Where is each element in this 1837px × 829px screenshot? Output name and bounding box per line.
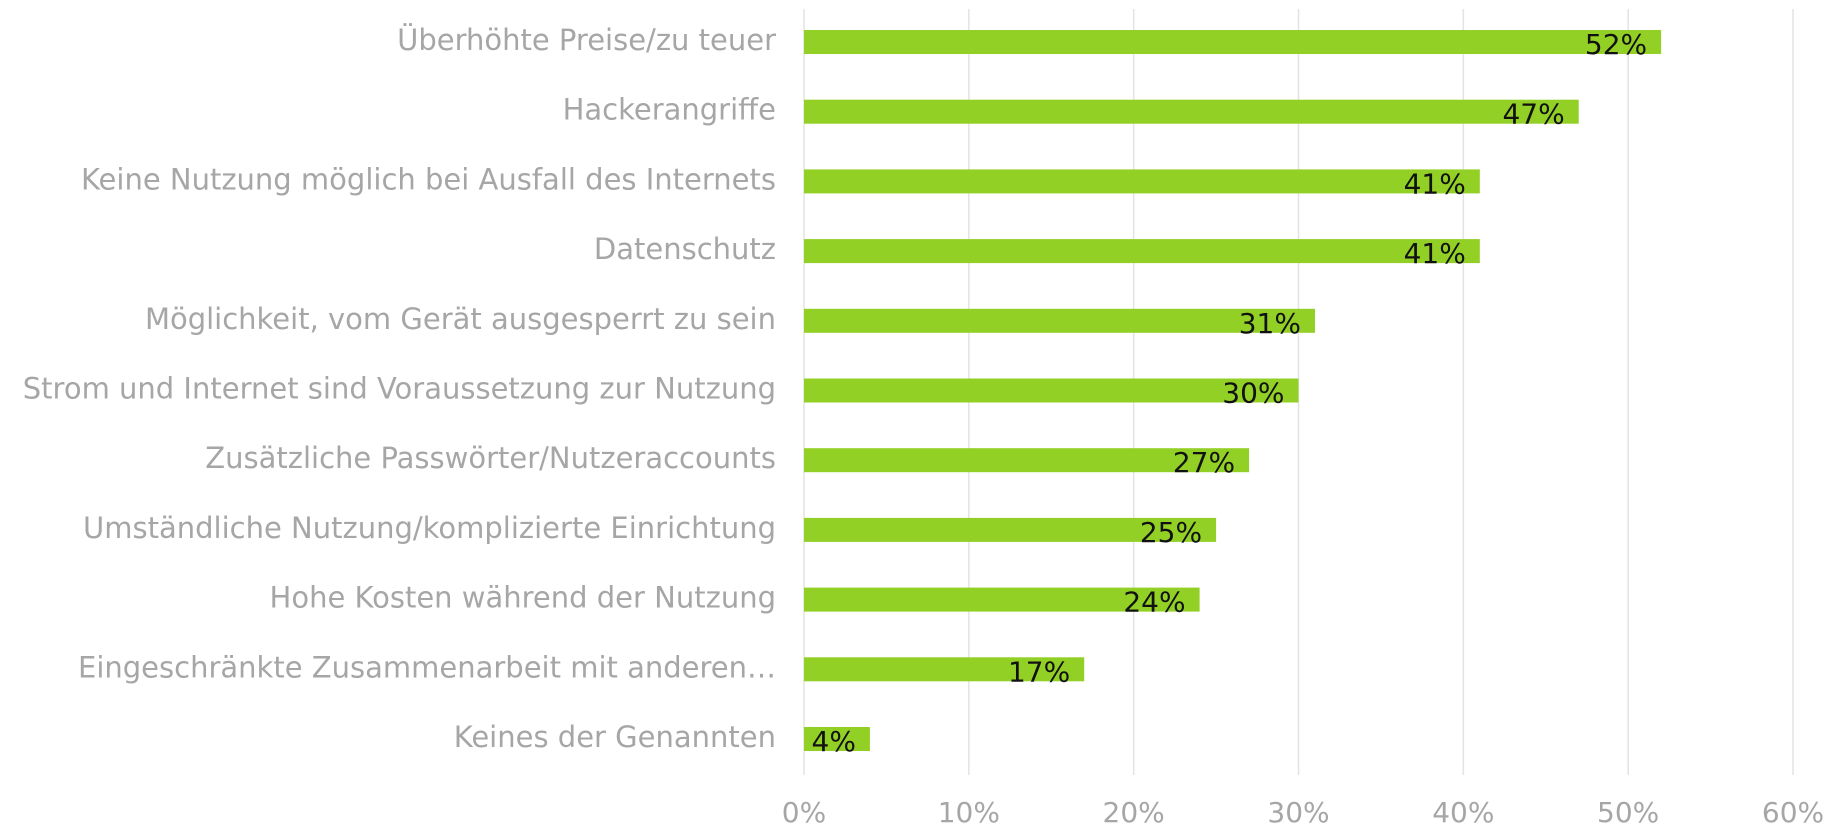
value-label: 31% — [1239, 307, 1301, 340]
y-tick-label: Keine Nutzung möglich bei Ausfall des In… — [81, 162, 776, 196]
bar — [804, 99, 1579, 124]
value-label: 52% — [1585, 28, 1647, 61]
bar — [804, 30, 1662, 54]
x-tick-label: 20% — [1103, 796, 1165, 829]
bar — [804, 378, 1299, 403]
value-label: 47% — [1502, 98, 1564, 131]
y-tick-label: Strom und Internet sind Voraussetzung zu… — [23, 372, 776, 406]
value-label: 27% — [1173, 446, 1235, 479]
value-label: 24% — [1123, 586, 1185, 619]
bar — [804, 308, 1315, 333]
bar — [804, 239, 1480, 264]
value-label: 4% — [812, 725, 856, 758]
x-tick-label: 60% — [1762, 796, 1824, 829]
bar — [804, 517, 1217, 542]
value-label: 41% — [1404, 167, 1466, 200]
x-tick-label: 30% — [1267, 796, 1329, 829]
x-tick-label: 40% — [1432, 796, 1494, 829]
bar — [804, 657, 1085, 682]
x-tick-label: 0% — [782, 796, 826, 829]
y-tick-label: Datenschutz — [594, 232, 776, 266]
y-tick-label: Zusätzliche Passwörter/Nutzeraccounts — [205, 441, 776, 475]
y-tick-label: Überhöhte Preise/zu teuer — [397, 23, 776, 57]
value-label: 30% — [1222, 377, 1284, 410]
y-tick-label: Eingeschränkte Zusammenarbeit mit andere… — [78, 650, 776, 684]
x-tick-label: 50% — [1597, 796, 1659, 829]
y-tick-label: Hohe Kosten während der Nutzung — [270, 581, 776, 615]
value-label: 25% — [1140, 516, 1202, 549]
value-label: 41% — [1404, 237, 1466, 270]
bar — [804, 727, 870, 751]
y-tick-label: Umständliche Nutzung/komplizierte Einric… — [83, 511, 776, 545]
x-tick-label: 10% — [938, 796, 1000, 829]
y-tick-label: Hackerangriffe — [563, 93, 776, 127]
y-tick-label: Möglichkeit, vom Gerät ausgesperrt zu se… — [145, 302, 776, 336]
bar — [804, 448, 1250, 473]
bar — [804, 587, 1200, 612]
bar — [804, 169, 1480, 194]
value-label: 17% — [1008, 655, 1070, 688]
y-tick-label: Keines der Genannten — [454, 720, 776, 754]
